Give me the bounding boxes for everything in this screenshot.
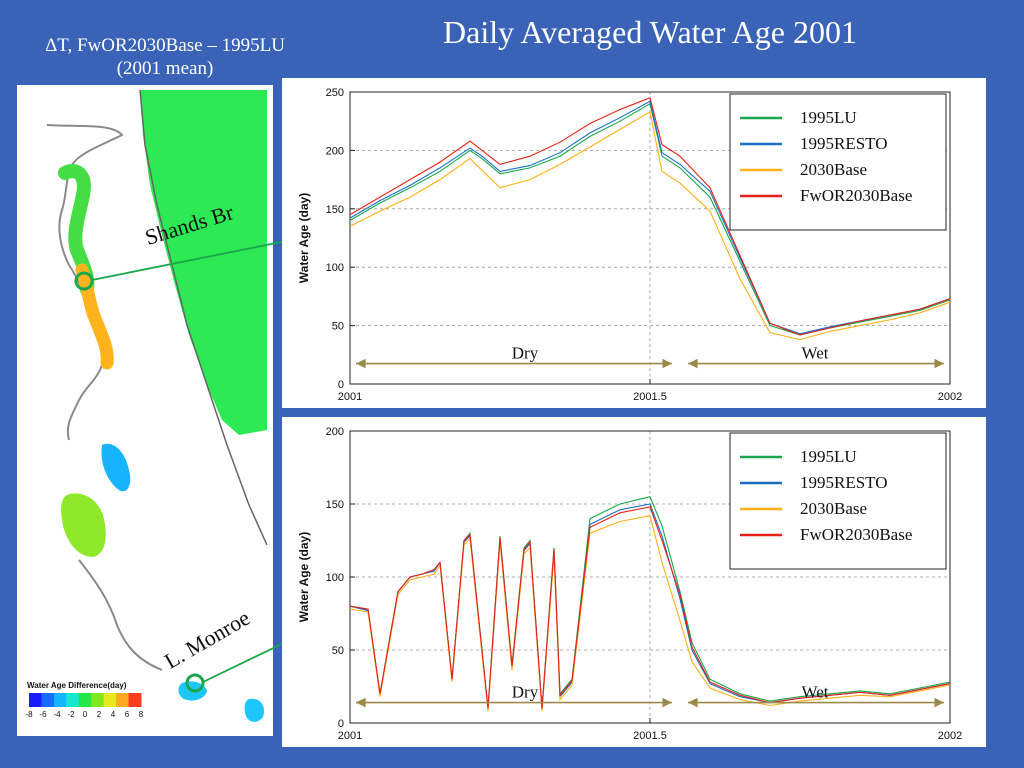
colorbar: Water Age Difference(day) -8 -6 -4 -2 0 2 4 6 8 <box>25 681 143 719</box>
legend-entry: FwOR2030Base <box>800 525 912 544</box>
colorbar-swatch <box>41 693 55 707</box>
colorbar-swatch <box>53 693 67 707</box>
dry-label: Dry <box>512 344 539 363</box>
colorbar-swatch <box>116 693 130 707</box>
x-tick-label: 2001.5 <box>633 391 667 403</box>
wet-label: Wet <box>802 683 829 702</box>
colorbar-tick-label: -6 <box>39 710 47 719</box>
colorbar-tick-label: -4 <box>53 710 61 719</box>
y-tick-label: 0 <box>338 379 344 391</box>
y-tick-label: 100 <box>326 572 344 584</box>
colorbar-tick-label: 6 <box>125 710 130 719</box>
y-tick-label: 150 <box>326 204 344 216</box>
series-line-2030base <box>349 111 951 341</box>
colorbar-title: Water Age Difference(day) <box>27 681 127 690</box>
coastline <box>139 89 268 546</box>
lake-george <box>61 493 106 557</box>
colorbar-tick-label: 2 <box>97 710 102 719</box>
colorbar-swatch <box>103 693 117 707</box>
y-tick-label: 200 <box>326 145 344 157</box>
y-tick-label: 0 <box>338 718 344 730</box>
legend-entry: 1995RESTO <box>800 134 888 153</box>
y-axis-label: Water Age (day) <box>297 193 311 283</box>
water-age-chart-bottom: 0 50 100 150 200 2001 2001.5 2002 Water Age (day… <box>297 426 962 742</box>
colorbar-tick-label: 8 <box>139 710 144 719</box>
legend-entry: 1995LU <box>800 447 857 466</box>
y-tick-label: 50 <box>332 321 344 333</box>
x-tick-label: 2001 <box>338 730 362 742</box>
x-tick-label: 2002 <box>938 391 962 403</box>
colorbar-tick-label: -8 <box>25 710 33 719</box>
x-tick-label: 2001 <box>338 391 362 403</box>
colorbar-tick-label: 4 <box>111 710 116 719</box>
colorbar-swatch <box>66 693 80 707</box>
shands-reach <box>75 263 114 370</box>
colorbar-swatch <box>29 693 42 707</box>
map-caption: ΔT, FwOR2030Base – 1995LU (2001 mean) <box>0 34 330 80</box>
legend-entry: 1995RESTO <box>800 473 888 492</box>
series-line-fwor2030base <box>349 97 951 336</box>
chart-panel-bottom: 0 50 100 150 200 2001 2001.5 2002 Water Age (day… <box>282 417 986 747</box>
legend-box <box>729 93 947 231</box>
legend-entry: 1995LU <box>800 108 857 127</box>
colorbar-swatch <box>128 693 142 707</box>
colorbar-swatch <box>78 693 92 707</box>
water-age-chart-top: 0 50 100 150 200 250 2001 2001.5 2002 Water Age (… <box>297 87 962 403</box>
slide-title: Daily Averaged Water Age 2001 <box>443 14 857 50</box>
legend-entry: 2030Base <box>800 499 867 518</box>
colorbar-tick-label: -2 <box>67 710 75 719</box>
dry-label: Dry <box>512 683 539 702</box>
y-tick-label: 50 <box>332 645 344 657</box>
y-tick-label: 250 <box>326 87 344 99</box>
shands-br-marker <box>74 271 94 291</box>
river-channel-lower <box>78 559 163 671</box>
map-caption-line2: (2001 mean) <box>116 58 214 79</box>
colorbar-swatch <box>91 693 105 707</box>
colorbar-tick-label: 0 <box>83 710 88 719</box>
y-tick-label: 150 <box>326 499 344 511</box>
y-tick-label: 100 <box>326 262 344 274</box>
lake-jesup <box>244 698 265 722</box>
x-tick-label: 2002 <box>938 730 962 742</box>
l-monroe-marker <box>185 673 205 693</box>
river-channel-upper <box>46 124 124 441</box>
legend-entry: FwOR2030Base <box>800 186 912 205</box>
map-caption-line1: ΔT, FwOR2030Base – 1995LU <box>45 35 285 56</box>
y-tick-label: 200 <box>326 426 344 438</box>
legend-entry: 2030Base <box>800 160 867 179</box>
series-line-1995resto <box>349 100 951 335</box>
lake-george-west <box>101 443 131 492</box>
chart-panel-top: 0 50 100 150 200 250 2001 2001.5 2002 Water Age (… <box>282 78 986 408</box>
wet-label: Wet <box>802 344 829 363</box>
x-tick-label: 2001.5 <box>633 730 667 742</box>
legend-box <box>729 432 947 570</box>
ocean-model-grid <box>140 90 267 435</box>
y-axis-label: Water Age (day) <box>297 532 311 622</box>
